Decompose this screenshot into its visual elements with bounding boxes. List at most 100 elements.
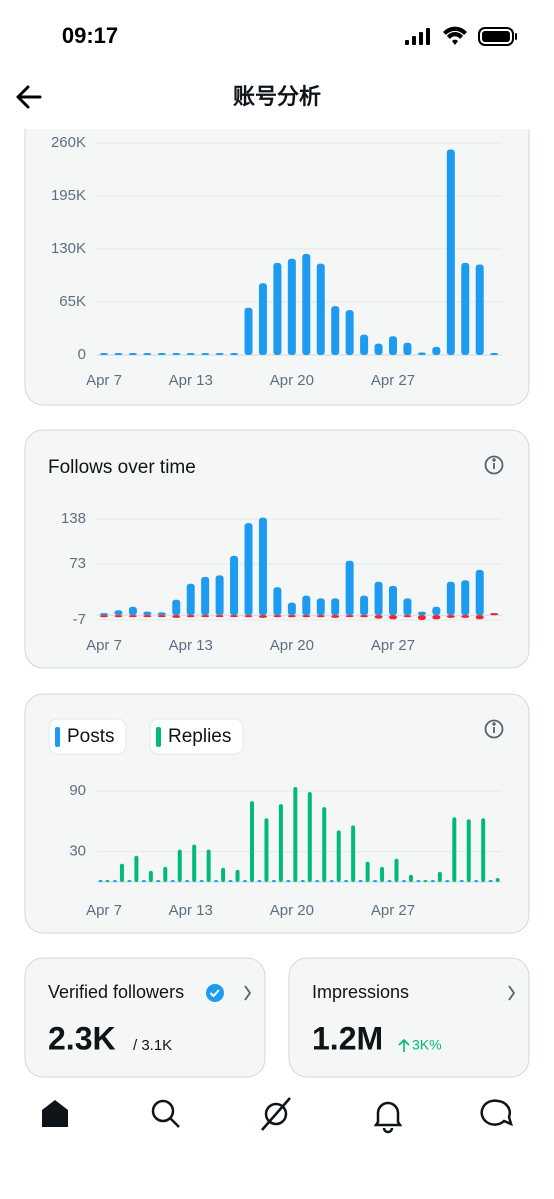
info-icon[interactable] xyxy=(484,719,504,739)
bar xyxy=(273,262,282,355)
card-label: Impressions xyxy=(312,982,409,1002)
x-tick-label: Apr 7 xyxy=(86,902,122,919)
bar xyxy=(373,879,378,882)
bar xyxy=(345,310,354,355)
bar xyxy=(114,610,123,616)
page-title: 账号分析 xyxy=(233,84,321,109)
card-total: / 3.1K xyxy=(133,1037,172,1054)
x-tick-label: Apr 7 xyxy=(86,637,122,654)
nav-messages[interactable] xyxy=(480,1099,513,1127)
y-tick-label: 0 xyxy=(78,346,86,363)
bar xyxy=(461,615,470,618)
chevron xyxy=(508,985,516,1001)
bar xyxy=(408,874,413,882)
stat-card[interactable] xyxy=(24,957,266,1078)
bar xyxy=(258,615,267,618)
bar xyxy=(156,879,161,882)
bar xyxy=(417,615,426,620)
verified-badge xyxy=(206,984,224,1002)
card-value: 2.3K xyxy=(48,1020,116,1056)
back-button[interactable] xyxy=(16,85,42,109)
bar xyxy=(345,560,354,616)
bar xyxy=(329,880,334,882)
bar xyxy=(105,879,110,882)
x-tick-label: Apr 13 xyxy=(169,637,213,654)
bar xyxy=(128,606,137,616)
bar xyxy=(278,804,283,882)
bar xyxy=(475,264,484,355)
bar xyxy=(322,807,327,882)
bar xyxy=(345,615,354,618)
bar xyxy=(403,615,412,618)
bar xyxy=(230,555,239,616)
bar xyxy=(186,583,195,616)
bar xyxy=(221,867,226,882)
bar xyxy=(243,880,247,882)
stat-card[interactable] xyxy=(288,957,530,1078)
x-tick-label: Apr 13 xyxy=(169,372,213,389)
y-tick-label: 130K xyxy=(51,240,86,257)
bar xyxy=(257,880,262,882)
legend-swatch xyxy=(156,727,161,747)
bar xyxy=(114,615,123,618)
legend-chip[interactable] xyxy=(48,718,127,755)
bar xyxy=(374,343,383,355)
nav-grok[interactable] xyxy=(261,1097,291,1131)
nav-search[interactable] xyxy=(151,1099,180,1128)
bar xyxy=(466,819,471,882)
status-time: 09:17 xyxy=(62,23,118,48)
bar xyxy=(351,825,356,882)
bar xyxy=(459,880,464,882)
bar xyxy=(128,353,137,355)
nav-notifications[interactable] xyxy=(373,1101,403,1134)
legend-chip[interactable] xyxy=(149,718,244,755)
bar xyxy=(403,598,412,616)
bar xyxy=(258,283,267,355)
bar xyxy=(475,615,484,620)
chart-card xyxy=(24,429,530,669)
bar xyxy=(446,149,455,355)
bar xyxy=(230,353,239,355)
bar xyxy=(286,880,291,882)
bar xyxy=(157,612,166,616)
bar xyxy=(461,580,470,616)
bar xyxy=(344,880,349,882)
bar xyxy=(143,615,152,618)
x-tick-label: Apr 27 xyxy=(371,637,415,654)
bar xyxy=(417,352,426,355)
bar xyxy=(365,861,370,882)
bar xyxy=(302,253,311,355)
bar xyxy=(186,353,195,355)
bar xyxy=(273,587,282,616)
y-tick-label: 260K xyxy=(51,134,86,151)
bar xyxy=(316,263,325,355)
bar xyxy=(316,615,325,618)
bar xyxy=(374,615,383,619)
up-arrow xyxy=(398,1038,410,1052)
x-tick-label: Apr 13 xyxy=(169,902,213,919)
bar xyxy=(331,306,340,355)
bar xyxy=(244,615,253,618)
bar xyxy=(100,353,108,355)
bar xyxy=(201,353,210,355)
x-tick-label: Apr 20 xyxy=(270,902,314,919)
bar xyxy=(201,615,210,618)
bar xyxy=(432,346,441,355)
bar xyxy=(417,611,426,616)
bar xyxy=(360,615,369,618)
bar xyxy=(128,615,137,618)
bar xyxy=(172,615,181,618)
bar xyxy=(287,258,296,355)
nav-home[interactable] xyxy=(42,1100,68,1127)
bar xyxy=(416,880,421,882)
bar xyxy=(437,871,442,882)
bar xyxy=(250,801,254,882)
info-icon[interactable] xyxy=(484,455,504,475)
bar xyxy=(244,307,253,355)
bar xyxy=(374,581,383,616)
y-tick-label: 30 xyxy=(69,843,86,860)
bar xyxy=(307,792,312,882)
bar xyxy=(430,879,435,882)
bar xyxy=(446,581,455,616)
bar xyxy=(215,615,224,618)
